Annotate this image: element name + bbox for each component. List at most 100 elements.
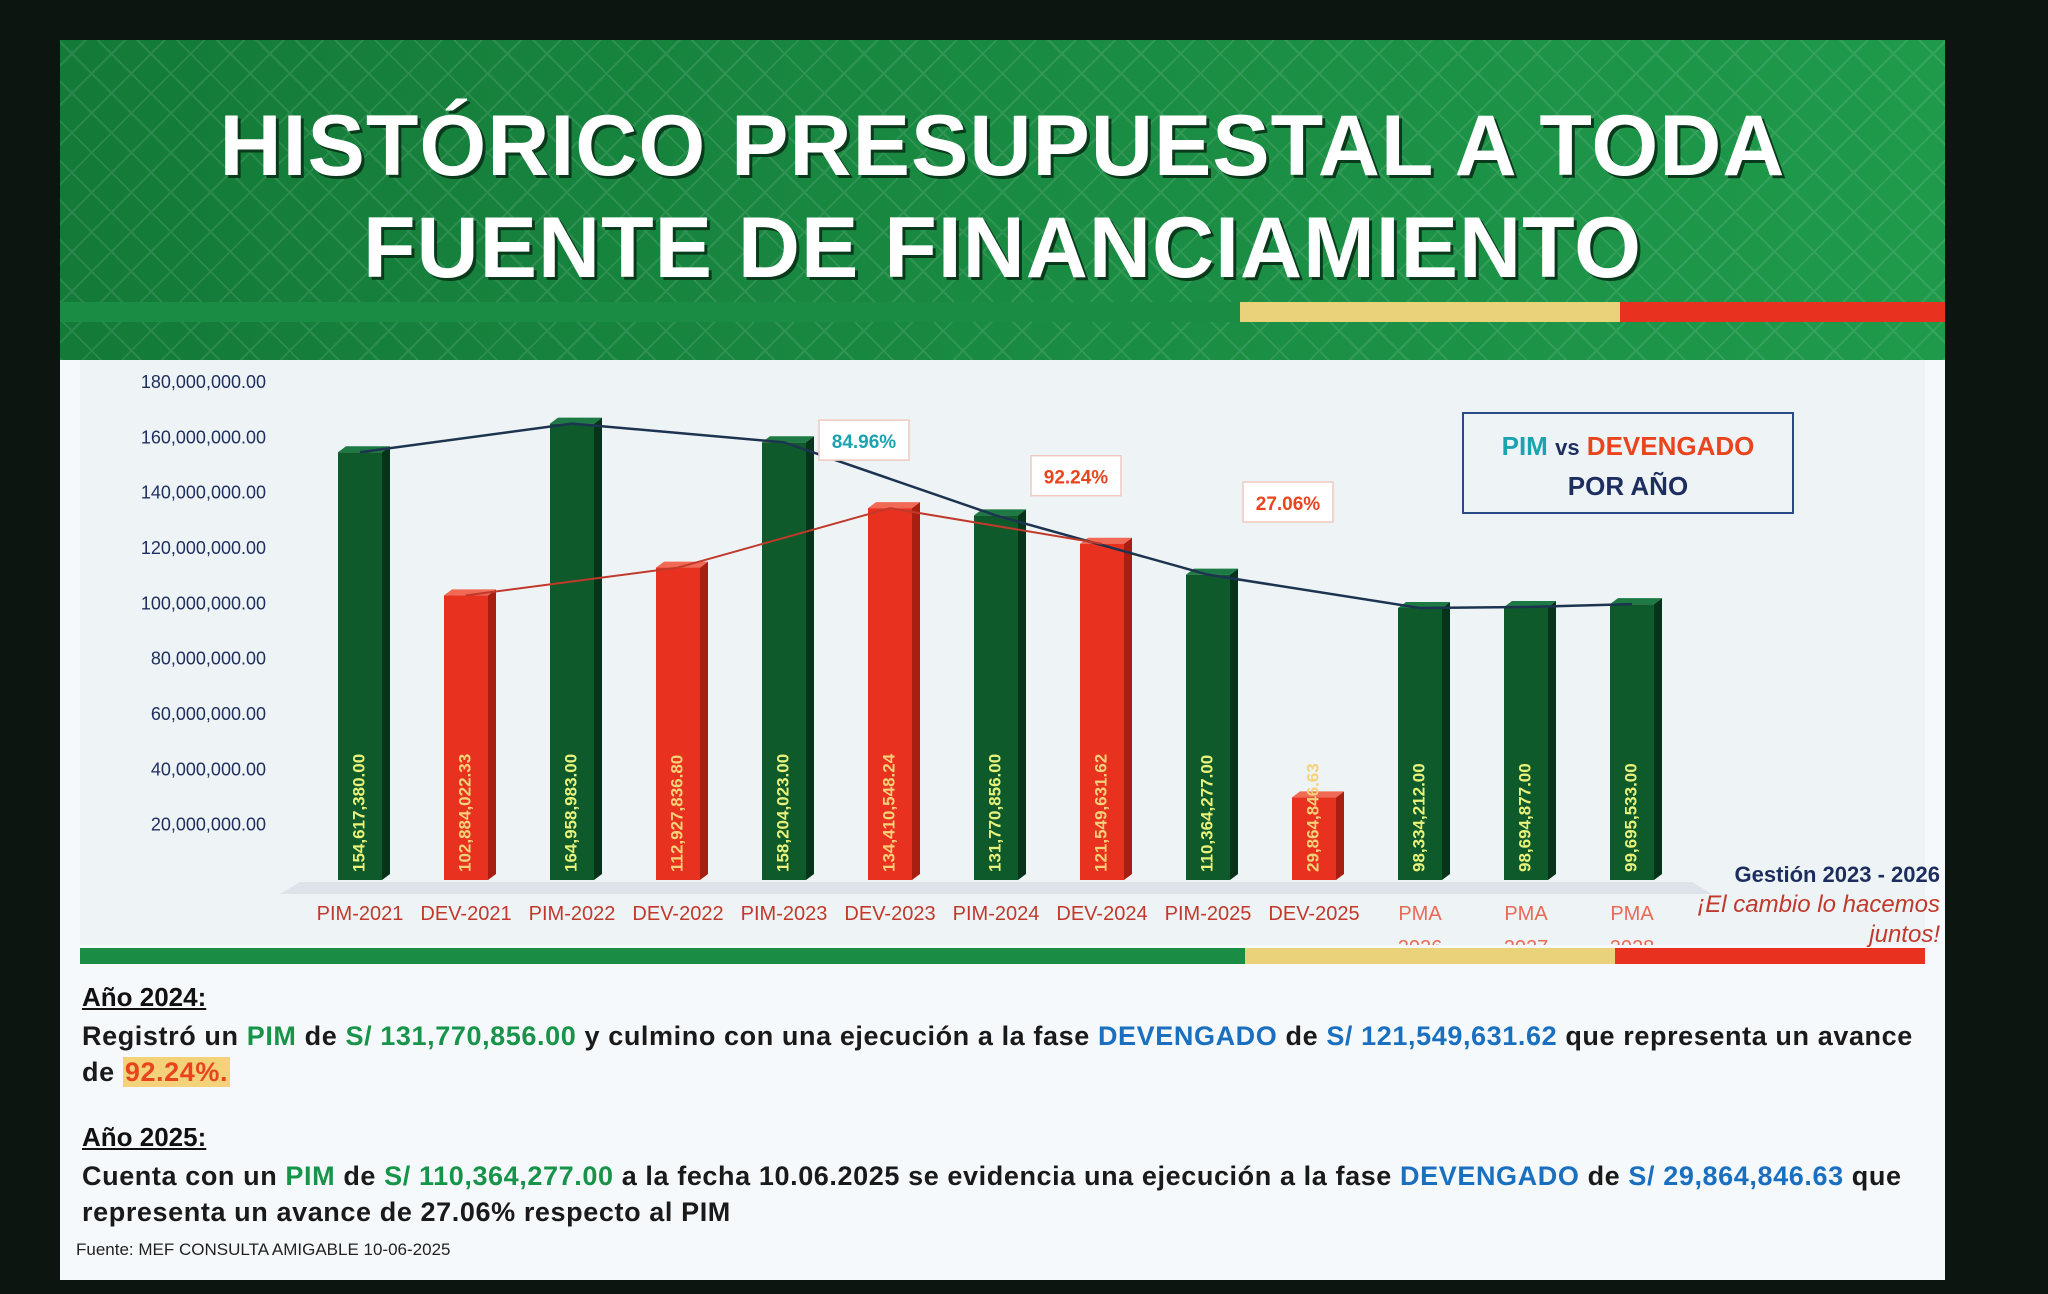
legend-devengado: DEVENGADO	[1587, 431, 1755, 461]
bar-chart: 20,000,000.00 40,000,000.00 60,000,000.00 8…	[141, 372, 1794, 945]
legend-vs: vs	[1555, 435, 1579, 460]
x-tick-label: PIM-2025	[1165, 903, 1252, 925]
legend-line-2: POR AÑO	[1568, 471, 1688, 501]
bar-value-label: 131,770,856.00	[985, 754, 1004, 872]
text-2025-p1: Cuenta con un	[82, 1161, 278, 1191]
x-tick-label: PIM-2021	[317, 903, 404, 925]
bar-dev-2023	[868, 508, 912, 880]
y-tick-label: 40,000,000.00	[151, 759, 266, 779]
dev-amount-2025: S/ 29,864,846.63	[1628, 1161, 1844, 1191]
bar-value-label: 158,204,023.00	[773, 754, 792, 872]
bar-top	[1610, 598, 1662, 605]
pim-trend-line	[359, 422, 1633, 610]
title-line-1: HISTÓRICO PRESUPUESTAL A TODA	[219, 98, 1786, 194]
bar-side	[912, 502, 920, 880]
bar-side	[1548, 600, 1556, 880]
bar-dev-2021	[444, 595, 488, 880]
gestion-slogan: ¡El cambio lo hacemos juntos!	[1697, 891, 1940, 948]
bar-value-label: 98,694,877.00	[1515, 763, 1534, 872]
bar-value-label: 99,695,533.00	[1621, 763, 1640, 872]
stripe-green-2	[80, 948, 1245, 964]
bar-side	[382, 446, 390, 880]
bar-pma-2027	[1504, 606, 1548, 880]
bar-side	[1230, 568, 1238, 880]
percent-callout: 27.06%	[1256, 494, 1321, 515]
title-line-2: FUENTE DE FINANCIAMIENTO	[363, 200, 1642, 296]
dev-trend-line	[465, 507, 1103, 597]
pim-amount-2025: S/ 110,364,277.00	[384, 1161, 614, 1191]
x-tick-label: DEV-2022	[632, 903, 723, 925]
percent-callout-box	[818, 419, 910, 461]
gestion-tagline: Gestión 2023 - 2026 ¡El cambio lo hacemo…	[1680, 860, 1940, 950]
dev-amount-2024: S/ 121,549,631.62	[1326, 1021, 1558, 1051]
gestion-period: Gestión 2023 - 2026	[1734, 862, 1940, 887]
x-tick-label: DEV-2023	[844, 903, 935, 925]
presentation-slide: HISTÓRICO PRESUPUESTAL A TODA FUENTE DE …	[60, 40, 1945, 1280]
percent-callout: 92.24%	[1044, 468, 1109, 489]
bar-value-label: 154,617,380.00	[349, 754, 368, 872]
bar-value-label: 98,334,212.00	[1409, 763, 1428, 872]
title-banner: HISTÓRICO PRESUPUESTAL A TODA FUENTE DE …	[60, 40, 1945, 360]
stripe-red	[1620, 302, 1945, 322]
devengado-2024: DEVENGADO	[1097, 1021, 1278, 1051]
slide-title: HISTÓRICO PRESUPUESTAL A TODA FUENTE DE …	[60, 95, 1945, 299]
chart-floor	[280, 882, 1712, 894]
x-tick-label: PMA	[1504, 903, 1548, 925]
bar-value-label: 121,549,631.62	[1091, 754, 1110, 872]
bar-pma-2026	[1398, 607, 1442, 880]
x-tick-label: PIM-2024	[953, 903, 1040, 925]
stripe-green	[60, 302, 1240, 322]
bar-side	[806, 436, 814, 880]
bar-side	[1018, 509, 1026, 880]
text-2024-p3: y culmino con una ejecución a la fase	[584, 1021, 1090, 1051]
pim-2025: PIM	[285, 1161, 336, 1191]
heading-2024: Año 2024:	[82, 982, 207, 1012]
bar-value-label: 112,927,836.80	[667, 755, 686, 872]
y-tick-label: 100,000,000.00	[141, 593, 266, 613]
bar-top	[1292, 791, 1344, 798]
percent-callouts: 84.96% 92.24% 27.06%	[818, 419, 1334, 523]
bar-side	[488, 589, 496, 880]
bar-side	[1654, 598, 1662, 880]
percent-callout-box	[1242, 481, 1334, 523]
y-tick-label: 160,000,000.00	[141, 427, 266, 447]
pim-amount-2024: S/ 131,770,856.00	[345, 1021, 577, 1051]
paragraph-2025: Cuenta con un PIM de S/ 110,364,277.00 a…	[82, 1158, 1922, 1230]
y-tick-label: 140,000,000.00	[141, 483, 266, 503]
bar-top	[868, 502, 920, 509]
source-note: Fuente: MEF CONSULTA AMIGABLE 10-06-2025	[76, 1240, 451, 1259]
x-tick-label: PIM-2022	[529, 903, 616, 925]
x-tick-label: PMA	[1610, 903, 1654, 925]
x-tick-label: DEV-2024	[1056, 903, 1147, 925]
devengado-2025: DEVENGADO	[1400, 1161, 1580, 1191]
bar-pim-2024	[974, 515, 1018, 880]
bar-value-label: 29,864,846.63	[1303, 763, 1322, 872]
text-2024-p1: Registró un	[82, 1021, 239, 1051]
x-tick-label: DEV-2021	[420, 903, 511, 925]
legend-frame	[1462, 412, 1794, 514]
bars: 154,617,380.00 102,884,022.33 164,958,983.…	[338, 417, 1662, 880]
chart-panel: 20,000,000.00 40,000,000.00 60,000,000.00 8…	[80, 360, 1925, 945]
y-tick-label: 60,000,000.00	[151, 704, 266, 724]
bar-side	[1442, 601, 1450, 880]
pct-2024: 92.24%.	[122, 1057, 231, 1087]
bar-side	[1336, 791, 1344, 880]
bar-top	[974, 509, 1026, 516]
stripe-yellow-2	[1245, 948, 1615, 964]
bar-dev-2022	[656, 567, 700, 880]
bar-value-label: 110,364,277.00	[1197, 755, 1216, 872]
pim-2024: PIM	[246, 1021, 297, 1051]
bar-pim-2023	[762, 442, 806, 880]
bar-dev-2024	[1080, 543, 1124, 880]
bar-value-label: 164,958,983.00	[561, 754, 580, 872]
bar-pim-2021	[338, 452, 382, 880]
bar-top	[550, 417, 602, 424]
bar-pim-2025	[1186, 574, 1230, 880]
text-2025-p4: de	[1587, 1161, 1621, 1191]
text-2025-p2: de	[343, 1161, 377, 1191]
x-tick-label: 2027	[1504, 937, 1549, 945]
heading-2025: Año 2025:	[82, 1122, 207, 1152]
y-tick-label: 20,000,000.00	[151, 815, 266, 835]
bar-value-label: 134,410,548.24	[879, 753, 898, 872]
bar-side	[700, 561, 708, 880]
